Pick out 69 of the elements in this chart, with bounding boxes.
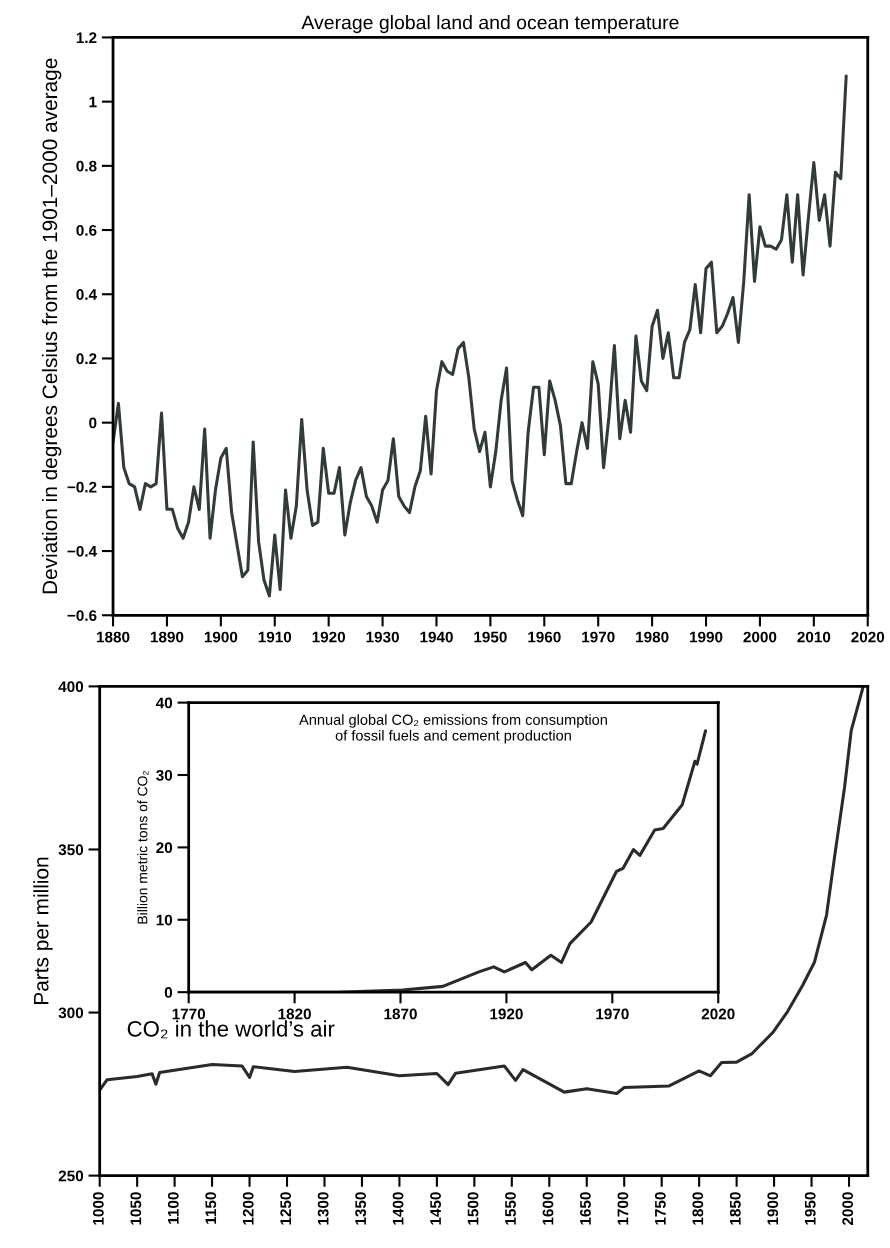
x-tick-label: 1650 [580, 1192, 591, 1225]
x-tick-label: 1870 [384, 1008, 417, 1020]
x-tick-label: 2000 [743, 631, 777, 643]
x-tick-label: 1980 [636, 631, 669, 643]
y-tick-label: 300 [58, 1007, 84, 1019]
x-tick-label: 1910 [258, 631, 292, 643]
x-tick-label: 1800 [692, 1192, 704, 1225]
x-tick-label: 1920 [490, 1008, 523, 1020]
x-tick-label: 1770 [172, 1008, 206, 1020]
x-tick-label: 1920 [312, 631, 346, 643]
y-axis-title: Parts per million [33, 857, 53, 1004]
x-tick-label: 1400 [392, 1192, 404, 1225]
y-tick-label: 0.8 [76, 160, 97, 172]
y-tick-label: 10 [156, 914, 173, 926]
x-tick-label: 1950 [474, 631, 507, 643]
x-tick-label: 1100 [167, 1192, 179, 1224]
x-tick-label: 1990 [689, 631, 723, 643]
y-tick-label: 30 [156, 769, 173, 781]
x-tick-label: 1900 [767, 1192, 779, 1225]
y-tick-label: 250 [58, 1170, 84, 1182]
y-tick-label: 40 [155, 697, 173, 709]
x-tick-label: 1950 [804, 1192, 816, 1225]
x-tick-label: 2010 [797, 631, 831, 643]
y-tick-label: 0.2 [76, 353, 97, 365]
x-tick-label: 1250 [280, 1192, 292, 1225]
x-tick-label: 1750 [654, 1192, 666, 1225]
x-tick-label: 2020 [701, 1008, 735, 1020]
y-tick-label: 1 [89, 96, 97, 108]
y-tick-label: 0.6 [76, 224, 97, 236]
x-tick-label: 1900 [204, 631, 238, 643]
y-axis-title: Billion metric tons of CO₂ [137, 770, 149, 924]
y-tick-label: −0.2 [67, 481, 97, 493]
chart-title: Average global land and ocean temperature [301, 15, 679, 34]
x-tick-label: 1350 [355, 1192, 367, 1225]
x-tick-label: 1550 [505, 1192, 516, 1225]
y-tick-label: 0 [164, 987, 173, 998]
y-tick-label: 1.2 [76, 32, 97, 43]
x-tick-label: 1970 [582, 631, 615, 643]
x-tick-label: 2020 [851, 631, 885, 643]
annotation: CO₂ in the world’s air [127, 1020, 335, 1039]
y-tick-label: −0.6 [67, 610, 97, 621]
x-tick-label: 1820 [278, 1008, 311, 1020]
y-axis-title: Deviation in degrees Celsius from the 1901–2000 average [41, 58, 62, 594]
x-tick-label: 1150 [205, 1192, 217, 1224]
line-series [113, 74, 848, 598]
x-tick-label: 1600 [542, 1192, 554, 1225]
x-tick-label: 1940 [420, 631, 453, 643]
x-tick-label: 1050 [130, 1192, 142, 1225]
x-tick-label: 1300 [317, 1192, 329, 1225]
x-tick-label: 1970 [596, 1008, 629, 1020]
y-tick-label: 350 [58, 844, 84, 856]
x-tick-label: 1700 [617, 1192, 629, 1225]
x-tick-label: 1000 [92, 1192, 104, 1225]
text: Annual global CO₂ emissions from consumption of fossil fuels and cement production [299, 714, 607, 744]
line-series [99, 686, 865, 1095]
y-tick-label: 400 [58, 681, 84, 693]
y-tick-label: 20 [156, 842, 173, 854]
y-tick-label: 0 [89, 417, 97, 429]
x-tick-label: 2000 [842, 1192, 854, 1226]
x-tick-label: 1890 [150, 631, 184, 643]
x-tick-label: 1960 [528, 631, 561, 643]
x-tick-label: 1500 [467, 1192, 479, 1225]
x-tick-label: 1880 [97, 631, 130, 643]
y-tick-label: 0.4 [76, 289, 97, 300]
x-tick-label: 1930 [366, 631, 399, 643]
x-tick-label: 1850 [729, 1192, 741, 1225]
y-tick-label: −0.4 [67, 545, 97, 557]
x-tick-label: 1200 [242, 1192, 254, 1225]
x-tick-label: 1450 [430, 1192, 441, 1225]
